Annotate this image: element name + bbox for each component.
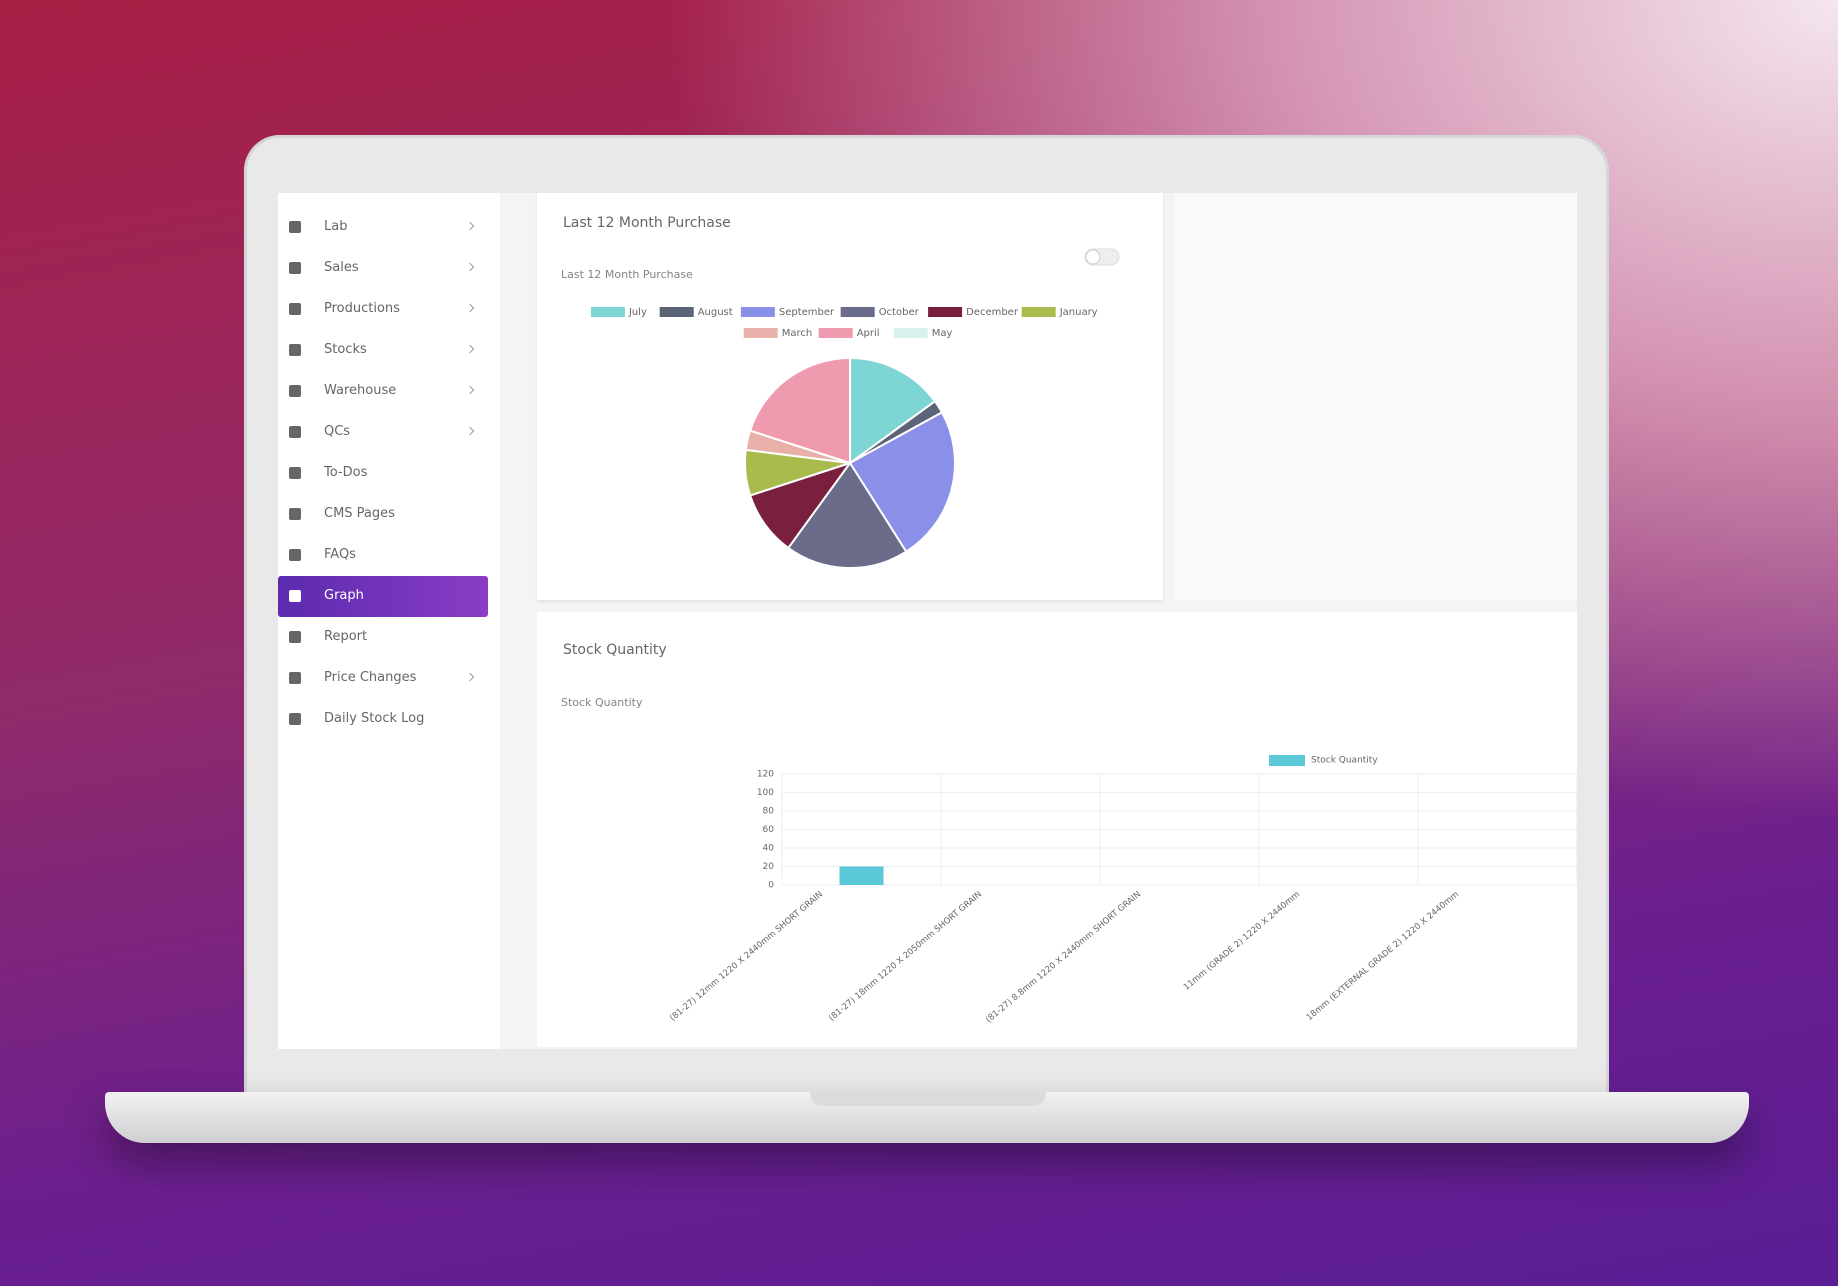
menu-icon xyxy=(289,631,301,643)
menu-label: Productions xyxy=(324,301,400,316)
legend-swatch xyxy=(893,328,928,338)
chart: Last 12 Month Purchase Last 12 Month Purc… xyxy=(561,215,1120,569)
menu-icon xyxy=(289,549,301,561)
menu-icon xyxy=(289,426,301,438)
chevron xyxy=(465,672,475,682)
chart-title: Last 12 Month Purchase xyxy=(563,215,731,231)
menu-icon xyxy=(289,467,301,479)
legend-label: August xyxy=(698,307,733,318)
y-tick-label: 20 xyxy=(763,862,775,872)
chevron xyxy=(465,262,475,272)
chevron xyxy=(465,344,475,354)
legend-label: December xyxy=(966,307,1019,318)
menu-label: Graph xyxy=(324,588,364,603)
menu-item[interactable]: Lab xyxy=(278,207,488,248)
menu-item[interactable]: QCs xyxy=(278,412,488,453)
menu-item[interactable]: Daily Stock Log xyxy=(278,699,488,740)
pie-slice xyxy=(849,356,937,465)
legend-swatch xyxy=(590,307,625,317)
pie-slice xyxy=(748,356,851,465)
chart-title: Stock Quantity xyxy=(563,642,667,658)
chart-card: Stock Quantity Stock Quantity 0 20 40 60 80 100… xyxy=(537,612,1577,1047)
chart: Stock Quantity Stock Quantity 0 20 40 60 80 100… xyxy=(561,642,1577,1026)
legend-label: July xyxy=(628,307,647,318)
menu-item[interactable]: Warehouse xyxy=(278,371,488,412)
menu-icon xyxy=(289,385,301,397)
menu-label: Lab xyxy=(324,219,348,234)
menu-icon xyxy=(289,303,301,315)
menu-icon xyxy=(289,672,301,684)
legend-swatch xyxy=(818,328,853,338)
menu-icon xyxy=(289,713,301,725)
menu-label: CMS Pages xyxy=(324,506,395,521)
pie-slice xyxy=(848,411,956,554)
chevron xyxy=(465,385,475,395)
toggle-knob xyxy=(1085,249,1101,265)
menu-item[interactable]: CMS Pages xyxy=(278,494,488,535)
menu-label: Report xyxy=(324,629,368,644)
bar xyxy=(839,866,884,885)
legend-label: Stock Quantity xyxy=(1311,756,1378,766)
legend-swatch xyxy=(1021,307,1056,317)
chevron xyxy=(465,303,475,313)
menu-label: Price Changes xyxy=(324,670,417,685)
y-tick-label: 120 xyxy=(757,770,774,780)
menu-label: Warehouse xyxy=(324,383,397,398)
laptop-notch xyxy=(810,1092,1046,1106)
y-tick-label: 100 xyxy=(757,788,774,798)
legend-swatch xyxy=(659,307,694,317)
chevron xyxy=(465,221,475,231)
chart-subtitle: Last 12 Month Purchase xyxy=(561,268,693,281)
menu-icon xyxy=(289,590,301,602)
menu-item[interactable]: To-Dos xyxy=(278,453,488,494)
chevron xyxy=(465,426,475,436)
menu-icon xyxy=(289,508,301,520)
legend-swatch xyxy=(840,307,875,317)
x-tick-label: (81-27) 12mm 1220 X 2440mm SHORT GRAIN xyxy=(668,890,825,1024)
legend-swatch xyxy=(928,307,963,317)
legend-label: May xyxy=(932,328,953,339)
legend-label: January xyxy=(1059,307,1098,318)
menu-label: QCs xyxy=(324,424,351,439)
menu-icon xyxy=(289,344,301,356)
legend-swatch xyxy=(740,307,775,317)
x-tick-label: 11mm (GRADE 2) 1220 X 2440mm xyxy=(1182,890,1302,993)
x-tick-label: (81-27) 8.8mm 1220 X 2440mm SHORT GRAIN xyxy=(984,890,1143,1026)
menu-label: FAQs xyxy=(324,547,356,562)
menu-item[interactable]: Report xyxy=(278,617,488,658)
sidebar: Lab Sales Productions Stocks Warehouse QCs To-… xyxy=(278,193,500,1049)
x-tick-label: 18mm (EXTERNAL GRADE 2) 1220 X 2440mm xyxy=(1305,890,1461,1023)
menu-item[interactable]: Stocks xyxy=(278,330,488,371)
pie-slice xyxy=(786,461,908,569)
empty-panel xyxy=(1175,193,1577,600)
y-tick-label: 0 xyxy=(768,881,774,891)
menu-item[interactable]: Graph xyxy=(278,576,488,617)
legend-label: October xyxy=(879,307,920,318)
legend-swatch xyxy=(743,328,778,338)
legend-label: April xyxy=(857,328,880,339)
y-tick-label: 80 xyxy=(763,807,775,817)
menu-label: Daily Stock Log xyxy=(324,711,425,726)
menu-item[interactable]: Sales xyxy=(278,248,488,289)
x-tick-label: (81-27) 18mm 1220 X 2050mm SHORT GRAIN xyxy=(827,890,984,1024)
menu-item[interactable]: Price Changes xyxy=(278,658,488,699)
chart-card: Last 12 Month Purchase Last 12 Month Purc… xyxy=(537,193,1163,600)
legend-swatch xyxy=(1269,755,1305,766)
legend-label: September xyxy=(779,307,835,318)
menu-icon xyxy=(289,262,301,274)
chart-subtitle: Stock Quantity xyxy=(561,696,643,709)
screen: Lab Sales Productions Stocks Warehouse QCs To-… xyxy=(278,193,1577,1049)
menu-icon xyxy=(289,221,301,233)
legend-label: March xyxy=(782,328,812,339)
menu-item[interactable]: FAQs xyxy=(278,535,488,576)
menu-label: Stocks xyxy=(324,342,367,357)
y-tick-label: 40 xyxy=(763,844,775,854)
y-tick-label: 60 xyxy=(763,825,775,835)
menu-label: Sales xyxy=(324,260,359,275)
menu-item[interactable]: Productions xyxy=(278,289,488,330)
menu-label: To-Dos xyxy=(324,465,368,480)
